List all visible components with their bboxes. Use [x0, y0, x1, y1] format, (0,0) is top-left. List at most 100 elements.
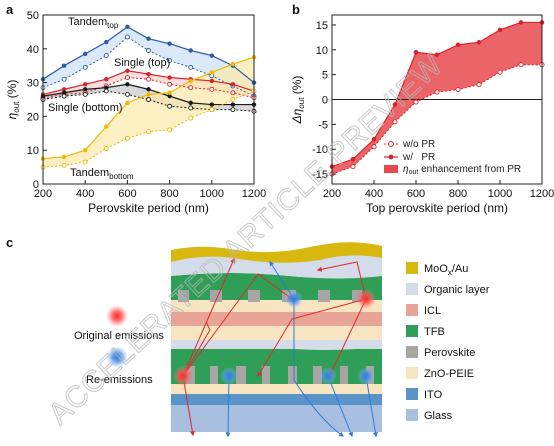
chart-b-ylabel: Δηout (%) [290, 76, 306, 125]
point-w-pr [392, 102, 398, 107]
chart-a-frame [42, 14, 255, 185]
chart-b: 200 400 600 800 1000 1200 -15 -10 -5 0 5 10 15 Top p… [290, 14, 554, 215]
x-tick-label: 400 [365, 188, 383, 200]
svg-text:Organic layer: Organic layer [424, 284, 490, 296]
point-without-pr [82, 91, 88, 97]
point-with-pr [167, 90, 172, 95]
emission-glow-blue [220, 367, 238, 385]
point-w-pr [413, 49, 419, 55]
x-tick-label: 1000 [200, 188, 224, 200]
perovskite-block [178, 290, 189, 302]
point-with-pr [146, 92, 151, 97]
layer-tfb-top-fill [171, 292, 382, 300]
emission-glow-blue [357, 367, 375, 385]
point-with-pr [125, 82, 130, 87]
point-without-pr [124, 135, 130, 141]
series-band-3 [43, 57, 254, 168]
point-with-pr [209, 70, 214, 75]
enhancement-band [332, 22, 542, 175]
x-tick-label: 400 [76, 188, 94, 200]
point-with-pr [146, 36, 151, 41]
legend-swatch [406, 283, 418, 295]
red-rays [182, 257, 367, 437]
x-tick-label: 200 [34, 188, 52, 200]
point-with-pr [209, 102, 214, 107]
y-tick-label: 15 [316, 20, 328, 32]
re-emissions-label: Re-emissions [86, 374, 153, 386]
point-wo-pr [518, 62, 524, 68]
legend-swatch [406, 346, 418, 358]
legend-glass: Glass [406, 409, 453, 422]
legend-swatch [406, 304, 418, 316]
label-single-bottom: Single (bottom) [48, 102, 123, 114]
y-tick-label: 50 [27, 10, 39, 22]
point-without-pr [188, 115, 194, 121]
x-tick-label: 600 [407, 188, 425, 200]
point-without-pr [230, 97, 236, 102]
point-with-pr [104, 124, 109, 129]
svg-text:Perovskite: Perovskite [424, 347, 475, 359]
point-without-pr [167, 103, 173, 109]
point-with-pr [61, 90, 67, 95]
emission-glow-red [173, 366, 193, 386]
x-tick-label: 600 [118, 188, 136, 200]
svg-text:MoOx/Au: MoOx/Au [424, 263, 468, 277]
point-without-pr [124, 91, 130, 97]
svg-text:Glass: Glass [424, 410, 453, 422]
point-without-pr [146, 76, 151, 82]
point-wo-pr [476, 82, 482, 88]
y-tick-label: -15 [312, 169, 328, 181]
x-tick-label: 1200 [530, 188, 554, 200]
y-tick-label: 40 [27, 44, 39, 56]
label-tandem-bottom: Tandembottom [70, 167, 134, 181]
legend-swatch [406, 325, 418, 337]
legend-icl: ICL [406, 304, 441, 317]
x-tick-label: 1200 [242, 188, 266, 200]
point-without-pr [167, 81, 173, 87]
layer-ito-bottom [171, 394, 382, 405]
layer-zno-bottom [171, 384, 382, 394]
legend-swatch [406, 409, 418, 421]
chart-b-legend: w/o PR w/ PR ηout enhancement from PR [384, 139, 521, 176]
original-emission-glow [106, 305, 128, 327]
point-with-pr [167, 41, 172, 46]
point-without-pr [124, 75, 130, 80]
y-tick-label: -10 [312, 144, 328, 156]
point-without-pr [188, 85, 194, 91]
chart-b-xlabel: Top perovskite period (nm) [366, 201, 508, 215]
point-without-pr [188, 105, 194, 111]
point-with-pr [125, 100, 130, 106]
legend-organic: Organic layer [406, 283, 490, 296]
legend-w-pr-label: w/ PR [402, 152, 435, 163]
legend-moo-au: MoOx/Au [406, 262, 468, 277]
legend-wo-pr-label: w/o PR [402, 139, 435, 150]
point-without-pr [167, 58, 173, 64]
point-without-pr [146, 97, 151, 102]
point-w-pr [434, 52, 440, 58]
y-tick-label: 5 [322, 70, 328, 82]
legend-zno-peie: ZnO-PEIE [406, 367, 474, 380]
point-with-pr [167, 75, 172, 80]
point-with-pr [146, 87, 151, 92]
point-without-pr [61, 93, 67, 99]
point-without-pr [103, 146, 109, 151]
point-wo-pr [434, 89, 440, 95]
x-tick-label: 1000 [488, 188, 512, 200]
legend-swatch [406, 262, 418, 274]
layer-tfb-bottom [171, 346, 382, 366]
x-tick-label: 200 [323, 188, 341, 200]
point-with-pr [83, 82, 88, 87]
layer-tfb-bottom-fill [171, 366, 382, 384]
x-tick-label: 800 [160, 188, 178, 200]
point-with-pr [209, 78, 214, 84]
chart-a: 200 400 600 800 1000 1200 0 10 20 30 40 50 Perovski… [5, 10, 266, 215]
layer-icl [171, 312, 382, 326]
point-with-pr [188, 48, 193, 53]
point-w-pr [497, 27, 503, 33]
point-without-pr [146, 129, 151, 135]
layer-tfb-top [171, 273, 382, 292]
point-with-pr [188, 78, 193, 84]
point-with-pr [83, 87, 88, 92]
y-tick-label: 10 [316, 45, 328, 57]
